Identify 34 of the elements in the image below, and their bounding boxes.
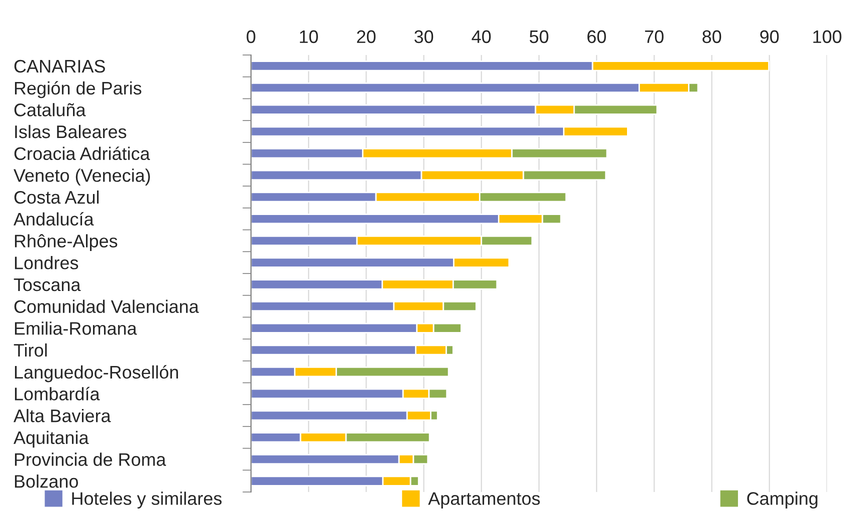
x-tick-label: 60	[587, 30, 606, 44]
x-tick-label: 0	[246, 30, 256, 44]
y-tick-label: Alta Baviera	[14, 408, 111, 422]
y-tick-label: Costa Azul	[14, 190, 99, 204]
x-tick-label: 80	[702, 30, 722, 44]
y-tick-label: Provincia de Roma	[14, 452, 166, 466]
y-tick-label: Emilia-Romana	[14, 322, 137, 335]
x-tick-label: 20	[357, 30, 376, 44]
x-tick-label: 100	[813, 30, 842, 44]
y-tick-label: Languedoc-Rosellón	[14, 365, 178, 382]
y-tick-label: Islas Baleares	[15, 124, 126, 138]
x-tick-label: 10	[300, 30, 318, 44]
y-tick-label: Londres	[14, 256, 78, 270]
y-tick-label: Rhône-Alpes	[14, 234, 118, 252]
x-tick-label: 50	[530, 30, 548, 44]
y-tick-label: Comunidad Valenciana	[14, 300, 199, 313]
y-tick-label: Veneto (Venecia)	[14, 168, 150, 186]
x-tick-label: 90	[760, 30, 779, 44]
y-tick-label: Bolzano	[14, 474, 78, 488]
y-tick-label: Tirol	[14, 343, 47, 357]
x-tick-label: 40	[472, 30, 491, 44]
legend-label: Hoteles y similares	[72, 492, 222, 509]
x-tick-label: 70	[645, 30, 664, 44]
y-tick-label: Toscana	[14, 278, 81, 292]
y-tick-label: CANARIAS	[14, 60, 105, 73]
y-tick-label: Croacia Adriática	[14, 146, 150, 160]
y-tick-label: Aquitania	[14, 430, 89, 448]
y-tick-label: Andalucía	[14, 212, 94, 226]
legend-label: Apartamentos	[428, 492, 540, 509]
x-tick-label: 30	[414, 30, 434, 44]
legend-label: Camping	[747, 492, 818, 509]
y-tick-label: Lombardía	[14, 386, 100, 400]
y-tick-label: Cataluña	[14, 103, 86, 116]
y-tick-label: Región de Paris	[14, 81, 142, 98]
